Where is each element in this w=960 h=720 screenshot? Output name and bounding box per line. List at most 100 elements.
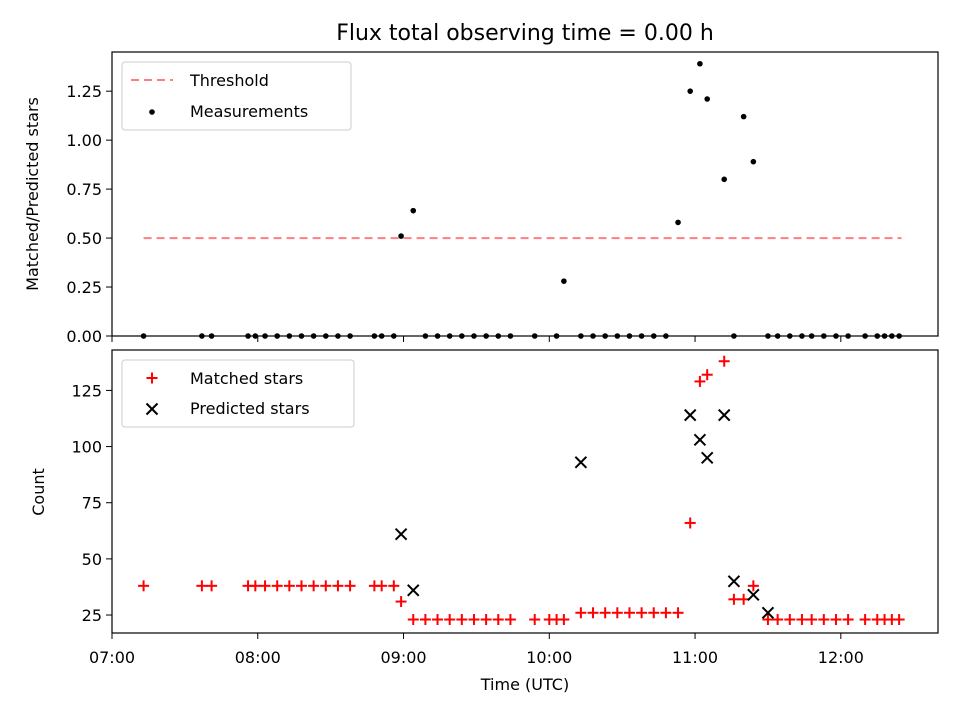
matched-point: [468, 614, 480, 626]
x-tick-label: 08:00: [235, 648, 281, 667]
matched-point: [806, 614, 818, 626]
top-panel-frame: [111, 51, 939, 337]
matched-point: [772, 614, 784, 626]
bottom-panel: 25 50 75 100 125 07:00 08:00 09:00 10:00 11:00 12:…: [29, 349, 939, 694]
matched-point: [295, 580, 307, 592]
measurement-point: [687, 88, 693, 94]
y-tick-label-top: 0.25: [66, 278, 102, 297]
predicted-point: [394, 527, 408, 541]
chart-title: Flux total observing time = 0.00 h: [336, 21, 714, 46]
matched-point: [388, 580, 400, 592]
x-tick-label: 10:00: [526, 648, 572, 667]
measurement-point: [721, 176, 728, 183]
y-tick-label-top: 1.00: [66, 131, 102, 150]
matched-point: [893, 614, 905, 626]
y-tick-label-bottom: 100: [71, 438, 102, 457]
matched-point: [419, 614, 431, 626]
matched-point: [249, 580, 261, 592]
measurement-point: [750, 158, 757, 165]
matched-point: [376, 580, 388, 592]
bottom-ylabel: Count: [29, 468, 48, 516]
matched-point: [492, 614, 504, 626]
matched-point: [623, 607, 635, 619]
matched-point: [206, 580, 218, 592]
matched-point: [796, 614, 808, 626]
matched-point: [684, 517, 696, 529]
legend-matched-marker: [146, 372, 158, 384]
matched-point: [138, 580, 150, 592]
matched-point: [672, 607, 684, 619]
x-tick-label: 09:00: [380, 648, 426, 667]
legend-predicted-label: Predicted stars: [190, 399, 310, 418]
legend-plus: [146, 372, 158, 384]
matched-point: [830, 614, 842, 626]
measurement-point: [697, 60, 703, 67]
y-tick-label-top: 0.75: [66, 180, 102, 199]
matched-point: [728, 593, 740, 605]
top-legend: Threshold Measurements: [121, 61, 352, 131]
matched-point: [587, 607, 599, 619]
y-tick-label-bottom: 50: [82, 550, 102, 569]
legend-cross: [145, 402, 159, 416]
measurement-point: [704, 96, 711, 102]
x-tick-label: 11:00: [672, 648, 718, 667]
top-ylabel: Matched/Predicted stars: [23, 97, 42, 291]
matched-point: [611, 607, 623, 619]
measurement-point: [675, 219, 681, 226]
matched-point: [407, 614, 419, 626]
matched-point: [271, 580, 283, 592]
predicted-point: [727, 575, 741, 588]
predicted-point: [761, 606, 775, 619]
legend-matched-label: Matched stars: [190, 369, 303, 388]
matched-point: [344, 580, 356, 592]
bottom-panel-frame: [111, 349, 939, 634]
legend-measurements-label: Measurements: [190, 102, 308, 121]
measurement-point: [740, 113, 747, 120]
legend-measurements-marker: [149, 109, 155, 115]
matched-point: [694, 375, 706, 387]
matched-point: [784, 614, 796, 626]
matched-point: [701, 369, 713, 381]
matched-point: [738, 593, 750, 605]
matched-points: [138, 355, 905, 626]
bottom-legend: Matched stars Predicted stars: [121, 359, 355, 428]
matched-point: [648, 607, 660, 619]
matched-point: [718, 355, 730, 367]
matched-point: [395, 596, 407, 608]
legend-threshold-label: Threshold: [189, 71, 269, 90]
matched-point: [529, 614, 541, 626]
matched-point: [456, 614, 468, 626]
measurement-point: [561, 278, 567, 284]
predicted-point: [718, 408, 731, 422]
matched-point: [320, 580, 332, 592]
matched-point: [504, 614, 516, 626]
matched-point: [818, 614, 830, 626]
matched-point: [747, 580, 759, 592]
legend-predicted-marker: [145, 402, 159, 416]
matched-point: [636, 607, 648, 619]
y-tick-label-top: 0.50: [66, 229, 102, 248]
x-tick-label: 07:00: [89, 648, 135, 667]
predicted-point: [693, 433, 707, 447]
top-panel-ticks: 0.00 0.25 0.50 0.75 1.00 1.25: [66, 82, 842, 346]
top-panel: 0.00 0.25 0.50 0.75 1.00 1.25 Matched/Predict…: [23, 51, 939, 346]
measurement-point: [410, 207, 417, 214]
x-tick-label: 12:00: [818, 648, 864, 667]
matched-point: [283, 580, 295, 592]
y-tick-label-top: 1.25: [66, 82, 102, 101]
matched-point: [480, 614, 492, 626]
top-legend-box: [121, 61, 352, 131]
matched-point: [558, 614, 570, 626]
predicted-point: [407, 584, 420, 597]
y-tick-label-bottom: 25: [82, 606, 102, 625]
matched-point: [599, 607, 611, 619]
matched-point: [444, 614, 456, 626]
matched-point: [259, 580, 271, 592]
y-tick-label-top: 0.00: [66, 327, 102, 346]
predicted-point: [747, 588, 760, 602]
matched-point: [432, 614, 444, 626]
predicted-point: [574, 456, 588, 469]
matched-point: [332, 580, 344, 592]
bottom-legend-box: [121, 359, 355, 428]
